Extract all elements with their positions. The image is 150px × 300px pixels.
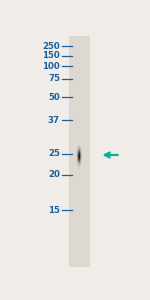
Text: 37: 37 (48, 116, 60, 125)
Bar (69, 36, 90, 267)
Text: 15: 15 (48, 206, 60, 215)
Text: 150: 150 (42, 51, 60, 60)
Text: 20: 20 (48, 170, 60, 179)
Text: 250: 250 (42, 42, 60, 51)
Text: 75: 75 (48, 74, 60, 83)
Text: 100: 100 (42, 61, 60, 70)
Text: 25: 25 (48, 149, 60, 158)
Text: 50: 50 (48, 93, 60, 102)
